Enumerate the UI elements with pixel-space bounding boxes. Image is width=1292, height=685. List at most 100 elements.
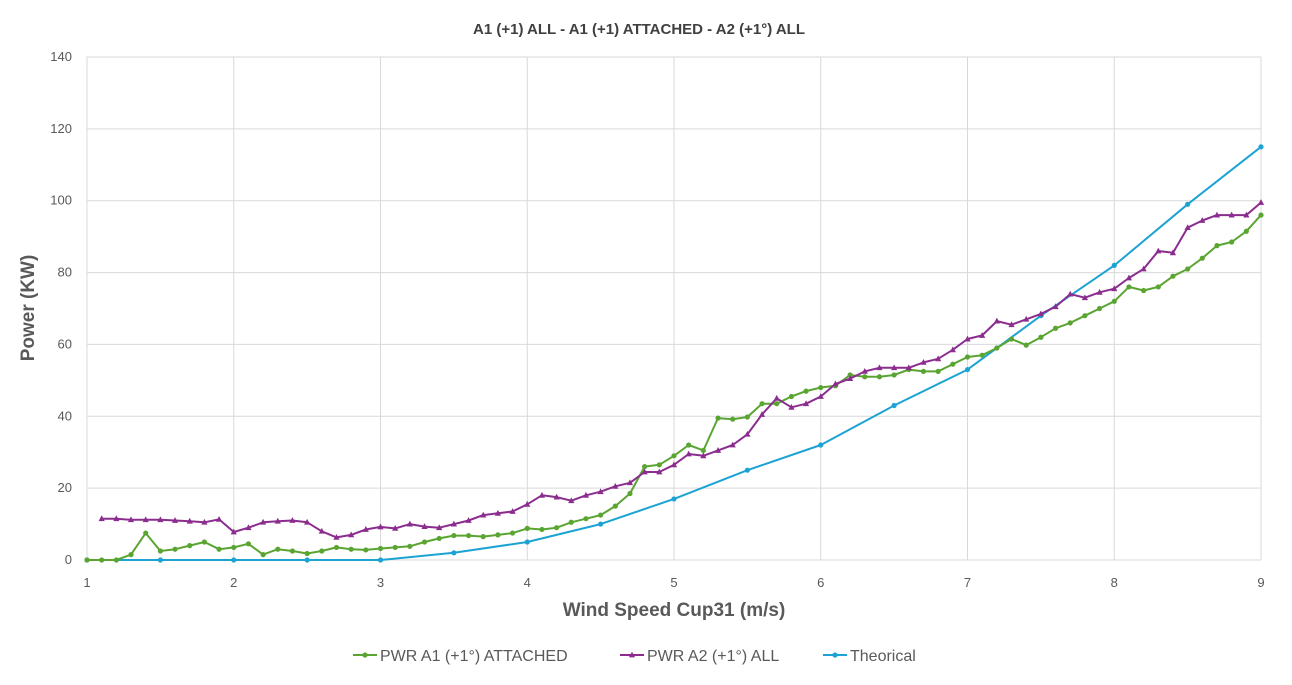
legend-item: PWR A2 (+1°) ALL: [620, 648, 779, 665]
data-point: [715, 415, 721, 421]
data-point: [377, 523, 384, 530]
data-point: [1023, 342, 1029, 348]
data-point: [1243, 228, 1249, 234]
data-point: [583, 516, 589, 522]
data-point: [582, 491, 590, 498]
data-point: [230, 528, 237, 535]
data-point: [641, 468, 648, 475]
data-point: [406, 520, 413, 527]
data-point: [759, 401, 765, 407]
data-point: [802, 400, 810, 407]
x-tick-label: 3: [377, 575, 384, 590]
x-tick-label: 1: [83, 575, 90, 590]
data-point: [1228, 211, 1235, 218]
data-point: [700, 447, 706, 454]
data-point: [275, 546, 281, 552]
data-point: [215, 516, 223, 522]
data-point: [670, 461, 678, 468]
data-point: [994, 345, 1000, 351]
data-point: [1082, 313, 1088, 319]
data-point: [1140, 265, 1147, 272]
data-point: [377, 557, 384, 563]
data-point: [216, 546, 222, 552]
data-point: [1052, 325, 1059, 331]
data-point: [964, 335, 971, 342]
data-point: [744, 430, 751, 437]
legend-label: Theorical: [850, 648, 916, 665]
legend-item: PWR A1 (+1°) ATTACHED: [353, 648, 568, 665]
data-point: [421, 539, 428, 545]
data-point: [935, 368, 941, 374]
data-point: [436, 535, 442, 542]
data-point: [1081, 294, 1088, 301]
y-tick-label: 120: [50, 121, 72, 136]
data-point: [201, 518, 208, 525]
data-point: [729, 441, 736, 448]
data-point: [935, 355, 942, 362]
x-tick-label: 7: [964, 575, 971, 590]
data-point: [524, 500, 531, 507]
data-point: [788, 393, 795, 400]
data-point: [671, 453, 677, 459]
data-point: [99, 557, 105, 563]
data-point: [700, 452, 707, 459]
data-point: [1052, 303, 1059, 310]
data-point: [260, 518, 267, 525]
data-point: [744, 467, 750, 473]
data-point: [1008, 336, 1015, 342]
data-point: [304, 518, 311, 525]
data-point: [891, 364, 898, 371]
data-point: [964, 354, 971, 360]
data-point: [1258, 144, 1264, 150]
data-point: [1141, 287, 1147, 294]
data-point: [1111, 285, 1118, 292]
data-point: [847, 375, 854, 381]
data-point: [187, 543, 193, 549]
data-point: [876, 364, 883, 371]
data-point: [480, 511, 487, 518]
x-tick-label: 9: [1257, 575, 1264, 590]
data-point: [143, 530, 149, 536]
data-point: [818, 442, 824, 448]
data-point: [758, 411, 766, 417]
data-point: [671, 496, 677, 502]
data-point: [274, 517, 281, 524]
data-point: [319, 548, 325, 554]
data-point: [568, 519, 574, 525]
data-point: [1008, 321, 1015, 328]
data-point: [245, 524, 252, 531]
data-point: [686, 442, 692, 448]
data-point: [876, 374, 883, 380]
data-point: [554, 525, 560, 531]
data-point: [1125, 274, 1133, 281]
data-point: [1258, 212, 1264, 218]
data-point: [656, 462, 662, 468]
data-point: [494, 509, 501, 516]
data-point: [113, 557, 119, 563]
data-point: [1155, 284, 1161, 290]
data-point: [1038, 334, 1044, 340]
y-tick-label: 60: [58, 336, 72, 351]
data-point: [157, 548, 163, 554]
data-point: [1126, 284, 1132, 290]
data-point: [788, 403, 795, 410]
data-point: [363, 547, 369, 553]
data-point: [84, 557, 90, 563]
data-point: [626, 479, 634, 486]
data-point: [318, 527, 325, 534]
data-point: [1067, 320, 1073, 326]
data-point: [656, 468, 663, 475]
data-point: [891, 372, 897, 378]
gridlines: [86, 56, 1262, 561]
data-point: [333, 533, 340, 540]
y-tick-label: 100: [50, 193, 72, 208]
data-point: [1229, 239, 1235, 245]
data-point: [450, 520, 457, 527]
data-point: [773, 394, 780, 401]
data-point: [1023, 315, 1030, 322]
y-tick-label: 0: [65, 552, 72, 567]
data-point: [509, 530, 516, 536]
plot-series: [84, 144, 1265, 563]
data-point: [891, 402, 897, 409]
